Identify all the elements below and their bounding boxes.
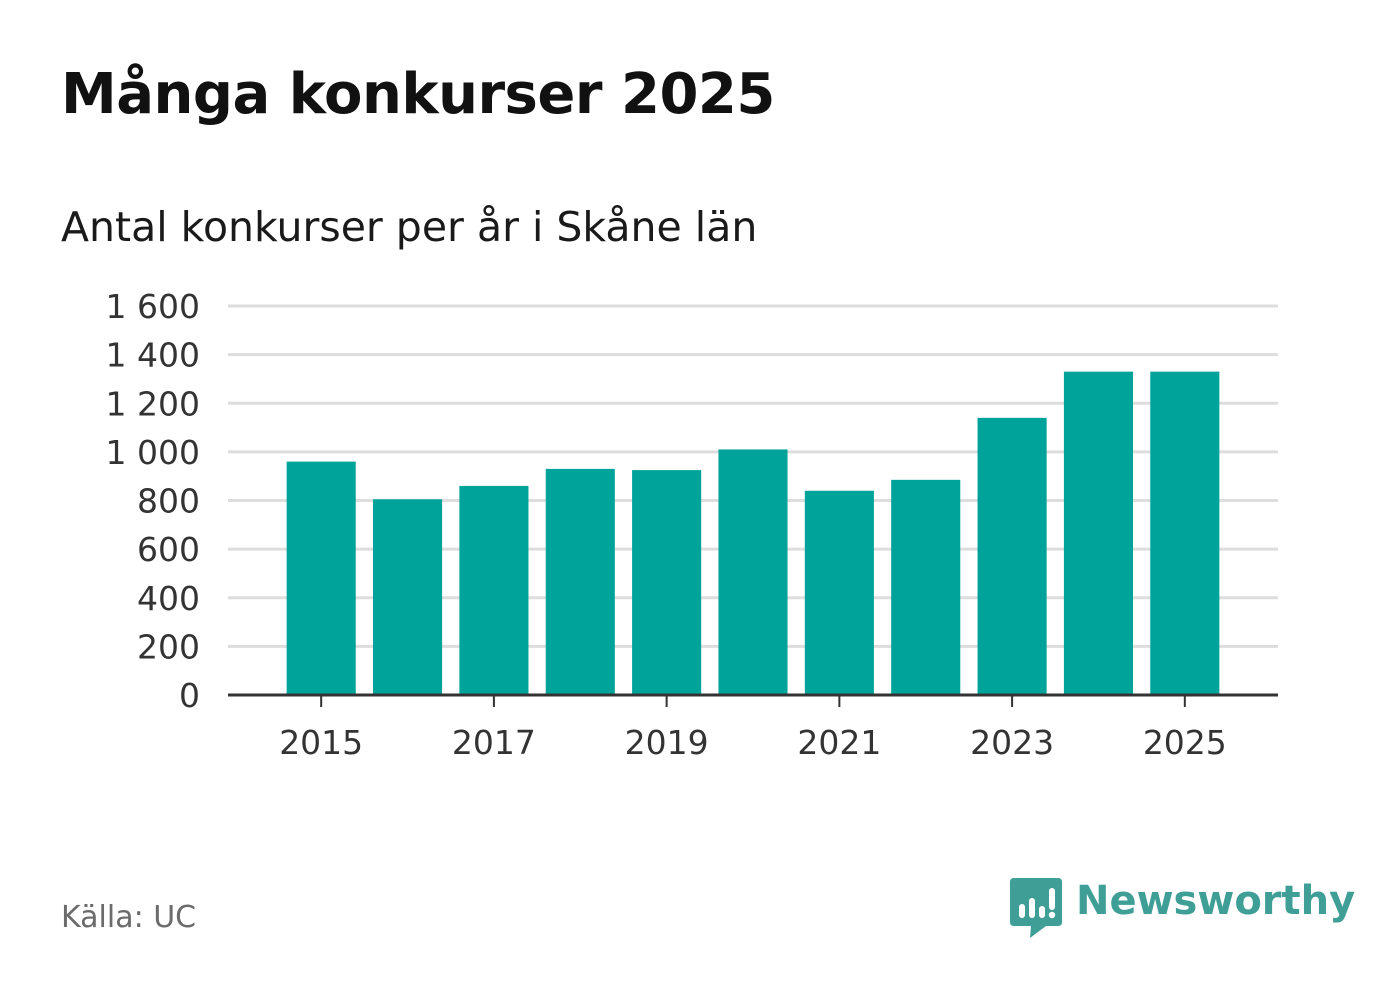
x-tick-label: 2025: [1143, 723, 1227, 762]
source-note: Källa: UC: [61, 900, 197, 935]
x-axis-tick-labels: 2015 2017 2019 2021 2023 2025: [279, 723, 1227, 762]
bar-2019: [632, 470, 702, 695]
bar-2018: [545, 468, 615, 695]
y-tick-label: 1 600: [106, 287, 200, 326]
chart-subtitle: Antal konkurser per år i Skåne län: [61, 203, 758, 251]
y-tick-label: 400: [137, 579, 200, 618]
y-tick-label: 0: [179, 676, 200, 715]
chart-title: Många konkurser 2025: [61, 62, 775, 127]
bar-2015: [286, 461, 356, 695]
x-tick-label: 2019: [625, 723, 709, 762]
x-tick-label: 2017: [452, 723, 536, 762]
y-axis-tick-labels: 0 200 400 600 800 1 000 1 200 1 400 1 600: [106, 287, 200, 715]
brand-logo: Newsworthy: [1010, 878, 1355, 940]
bar-2021: [804, 490, 874, 695]
bar-2016: [373, 499, 443, 695]
bar-2020: [718, 449, 788, 695]
y-tick-label: 1 200: [106, 384, 200, 423]
bar-2024: [1063, 371, 1133, 695]
brand-name: Newsworthy: [1076, 878, 1356, 924]
bar-2023: [977, 417, 1047, 695]
x-tick-label: 2021: [797, 723, 881, 762]
bar-2017: [459, 485, 529, 695]
bar-2025: [1150, 371, 1220, 695]
x-tick-label: 2023: [970, 723, 1054, 762]
x-tick-label: 2015: [279, 723, 363, 762]
y-tick-label: 200: [137, 627, 200, 666]
y-tick-label: 1 000: [106, 433, 200, 472]
bar-2022: [891, 479, 961, 695]
y-tick-label: 600: [137, 530, 200, 569]
x-axis: [228, 693, 1278, 707]
newsworthy-logo-icon: [1010, 878, 1062, 938]
y-tick-label: 800: [137, 482, 200, 521]
y-tick-label: 1 400: [106, 336, 200, 375]
bars: [286, 371, 1220, 695]
